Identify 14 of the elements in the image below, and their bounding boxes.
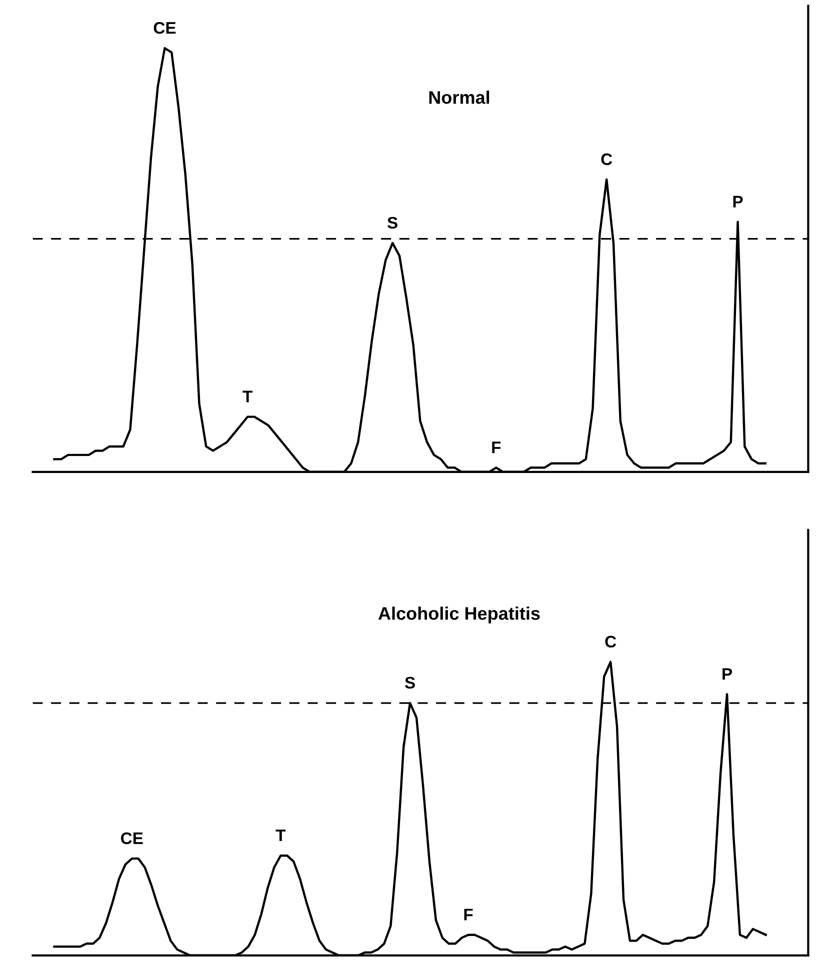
- annotation: CE: [154, 22, 176, 34]
- text: Normal: [429, 90, 490, 104]
- annotation: S: [404, 676, 415, 689]
- annotation: C: [601, 153, 612, 166]
- chart-title: Alcoholic Hepatitis: [378, 606, 540, 624]
- annotation: S: [387, 216, 398, 229]
- annotation: F: [492, 442, 501, 454]
- annotation: CE: [120, 832, 143, 844]
- annotation: T: [242, 390, 252, 402]
- annotation: T: [276, 830, 286, 842]
- annotation: C: [605, 636, 616, 648]
- annotation: F: [464, 908, 473, 920]
- annotation: P: [722, 668, 732, 680]
- annotation: P: [733, 196, 743, 208]
